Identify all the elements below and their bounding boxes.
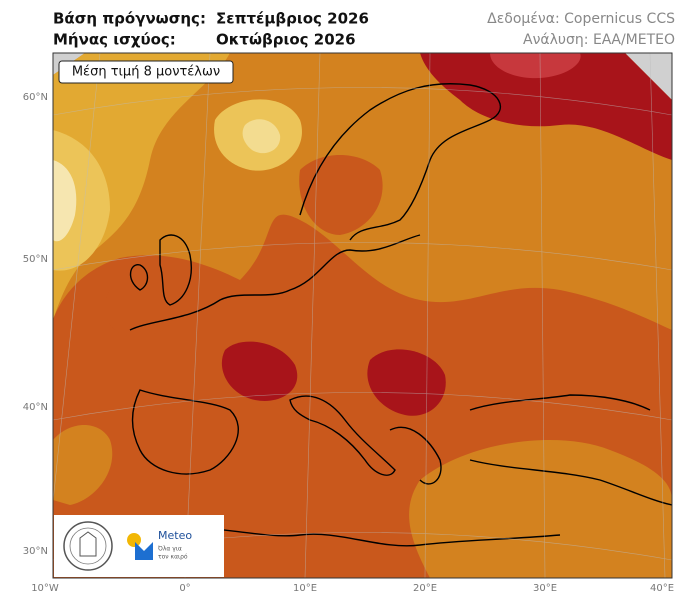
base-label: Βάση πρόγνωσης: bbox=[53, 10, 206, 28]
coastlines bbox=[129, 83, 672, 547]
model-box-label: Μέση τιμή 8 μοντέλων bbox=[72, 65, 220, 80]
lon-label: 10°W bbox=[31, 583, 59, 592]
lat-label: 40°N bbox=[23, 402, 48, 413]
lon-label: 10°E bbox=[293, 583, 317, 592]
lon-label: 30°E bbox=[533, 583, 557, 592]
valid-label: Μήνας ισχύος: bbox=[53, 31, 176, 49]
model-box bbox=[58, 60, 234, 84]
logo-panel: Meteo Όλα για τον καιρό bbox=[54, 515, 224, 577]
lon-label: 0° bbox=[179, 583, 190, 592]
map-area bbox=[53, 53, 672, 578]
graticule bbox=[53, 53, 672, 578]
logo-tagline: Όλα για bbox=[157, 546, 182, 553]
logo-tagline: τον καιρό bbox=[158, 554, 188, 561]
logo-name: Meteo bbox=[158, 529, 192, 542]
valid-value: Οκτώβριος 2026 bbox=[216, 31, 356, 49]
analysis: Ανάλυση: ΕΑΑ/METEO bbox=[523, 32, 675, 48]
base-value: Σεπτέμβριος 2026 bbox=[216, 10, 369, 28]
lat-label: 50°N bbox=[23, 254, 48, 265]
map-frame bbox=[52, 52, 673, 579]
lon-label: 20°E bbox=[413, 583, 437, 592]
source: Δεδομένα: Copernicus CCS bbox=[487, 11, 675, 27]
lon-label: 40°E bbox=[650, 583, 674, 592]
lat-label: 60°N bbox=[23, 92, 48, 103]
lat-label: 30°N bbox=[23, 546, 48, 557]
